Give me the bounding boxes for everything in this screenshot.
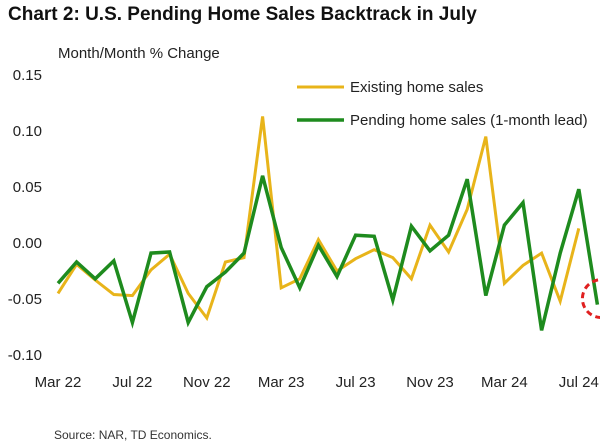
x-tick-labels: Mar 22 Jul 22 Nov 22 Mar 23 Jul 23 Nov 23 Mar … xyxy=(35,374,599,391)
x-tick-label: Nov 22 xyxy=(183,374,231,391)
y-tick-label: -0.05 xyxy=(8,291,42,308)
pending-home-sales-line xyxy=(56,175,600,331)
legend-label: Existing home sales xyxy=(350,79,483,96)
legend: Existing home sales Pending home sales (1… xyxy=(297,79,588,129)
x-tick-label: Mar 22 xyxy=(35,374,82,391)
x-tick-label: Jul 23 xyxy=(336,374,376,391)
y-tick-label: -0.10 xyxy=(8,347,42,364)
y-tick-label: 0.15 xyxy=(13,67,42,84)
y-tick-label: 0.10 xyxy=(13,123,42,140)
y-axis-label: Month/Month % Change xyxy=(58,45,220,62)
series-lines xyxy=(56,116,600,331)
line-chart: 0.15 0.10 0.05 0.00 -0.05 -0.10 Mar 22 Jul 22 N… xyxy=(8,67,600,391)
y-tick-labels: 0.15 0.10 0.05 0.00 -0.05 -0.10 xyxy=(8,67,42,364)
x-tick-label: Nov 23 xyxy=(406,374,454,391)
y-tick-label: 0.00 xyxy=(13,235,42,252)
x-tick-label: Jul 24 xyxy=(559,374,599,391)
x-tick-label: Mar 23 xyxy=(258,374,305,391)
source-note: Source: NAR, TD Economics. xyxy=(54,428,212,442)
x-tick-label: Jul 22 xyxy=(112,374,152,391)
legend-label: Pending home sales (1-month lead) xyxy=(350,112,588,129)
existing-home-sales-line xyxy=(56,116,581,322)
chart-title: Chart 2: U.S. Pending Home Sales Backtra… xyxy=(8,4,477,25)
x-tick-label: Mar 24 xyxy=(481,374,528,391)
y-tick-label: 0.05 xyxy=(13,179,42,196)
